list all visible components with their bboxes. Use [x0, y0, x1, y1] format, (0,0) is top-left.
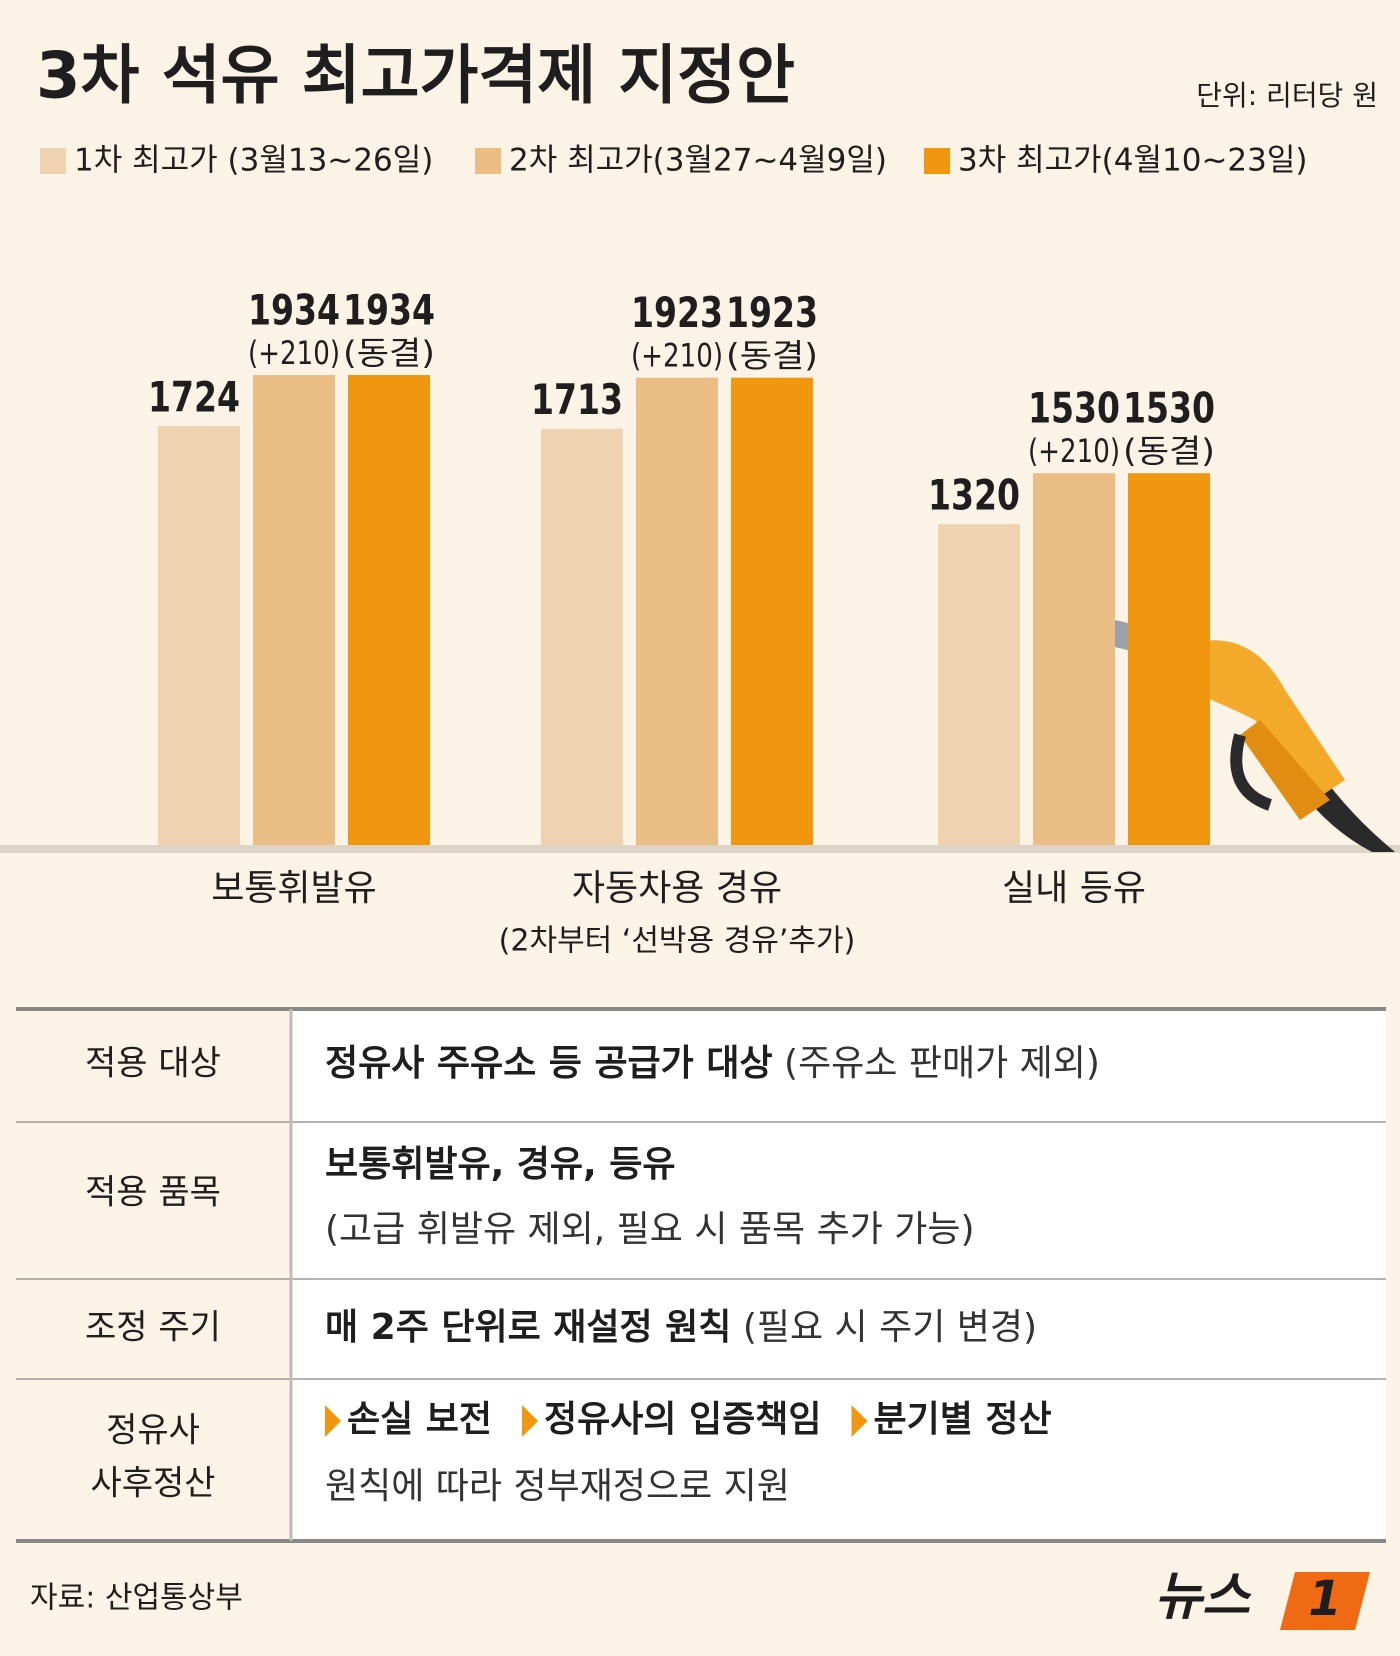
category-label: 실내 등유 — [1002, 868, 1146, 909]
content-normal: (필요 시 주기 변경) — [731, 1307, 1037, 1348]
row-label: 정유사 — [106, 1411, 200, 1451]
source: 자료: 산업통상부 — [30, 1581, 243, 1616]
bar — [1033, 473, 1115, 845]
row-item: 손실 보전 — [347, 1399, 492, 1440]
row-content: 매 2주 단위로 재설정 원칙 (필요 시 주기 변경) — [325, 1307, 1037, 1348]
legend-label: 2차 최고가(3월27~4월9일) — [509, 143, 887, 179]
value-annotation: (동결) — [726, 337, 818, 375]
bar — [731, 377, 813, 845]
baseline — [0, 845, 1400, 853]
value-label: 1320 — [928, 471, 1020, 520]
logo-text: 뉴스 — [1154, 1567, 1252, 1627]
content-normal: (고급 휘발유 제외, 필요 시 품목 추가 가능) — [325, 1209, 975, 1250]
bar — [541, 428, 623, 845]
legend-label: 3차 최고가(4월10~23일) — [958, 143, 1307, 179]
value-label: 1923 — [726, 288, 818, 337]
category-note: (2차부터 ‘선박용 경유’추가) — [499, 924, 856, 959]
content-bold: 보통휘발유, 경유, 등유 — [325, 1144, 676, 1185]
bar — [636, 377, 718, 845]
row-label: 조정 주기 — [85, 1308, 221, 1348]
row-label: 사후정산 — [90, 1464, 215, 1504]
unit-label: 단위: 리터당 원 — [1196, 79, 1378, 112]
row-content: 보통휘발유, 경유, 등유 — [325, 1144, 676, 1185]
content-bold: 정유사 주유소 등 공급가 대상 — [325, 1043, 773, 1084]
value-label: 1934 — [343, 286, 435, 335]
chart-title: 3차 석유 최고가격제 지정안 — [36, 40, 795, 114]
logo-mark: 1 — [1308, 1571, 1341, 1627]
value-annotation: (동결) — [1123, 432, 1215, 470]
bar — [348, 375, 430, 845]
content-bold: 매 2주 단위로 재설정 원칙 — [325, 1307, 731, 1348]
bullet-triangle — [851, 1405, 868, 1437]
value-annotation: (동결) — [343, 334, 435, 372]
row-label: 적용 대상 — [85, 1044, 221, 1084]
legend-swatch — [40, 148, 66, 174]
logo: 뉴스 1 — [1154, 1567, 1370, 1630]
bullet-triangle — [325, 1405, 341, 1437]
value-annotation: (+210) — [1028, 432, 1120, 470]
value-annotation: (+210) — [631, 337, 723, 375]
bar — [1128, 473, 1210, 845]
legend-swatch — [924, 148, 950, 174]
value-label: 1713 — [531, 375, 623, 424]
bullet-triangle — [522, 1405, 539, 1437]
value-label: 1724 — [148, 373, 240, 422]
category-label: 자동차용 경유 — [572, 868, 782, 909]
row-content: 정유사 주유소 등 공급가 대상 (주유소 판매가 제외) — [325, 1043, 1100, 1084]
bar — [158, 426, 240, 845]
value-annotation: (+210) — [248, 334, 340, 372]
row-content: (고급 휘발유 제외, 필요 시 품목 추가 가능) — [325, 1209, 975, 1250]
table-frame — [16, 1007, 1386, 1543]
value-label: 1530 — [1028, 384, 1120, 433]
value-label: 1530 — [1123, 384, 1215, 433]
bar — [253, 375, 335, 845]
legend-swatch — [475, 148, 501, 174]
category-label: 보통휘발유 — [211, 868, 377, 909]
content-normal: (주유소 판매가 제외) — [773, 1043, 1100, 1084]
bar — [938, 524, 1020, 845]
row-item: 분기별 정산 — [874, 1399, 1052, 1440]
legend-label: 1차 최고가 (3월13~26일) — [74, 143, 433, 179]
value-label: 1934 — [248, 286, 340, 335]
row-content: 원칙에 따라 정부재정으로 지원 — [325, 1466, 790, 1507]
value-label: 1923 — [631, 288, 723, 337]
row-label: 적용 품목 — [85, 1173, 221, 1213]
row-item: 정유사의 입증책임 — [544, 1399, 822, 1440]
content-normal: 원칙에 따라 정부재정으로 지원 — [325, 1466, 790, 1507]
